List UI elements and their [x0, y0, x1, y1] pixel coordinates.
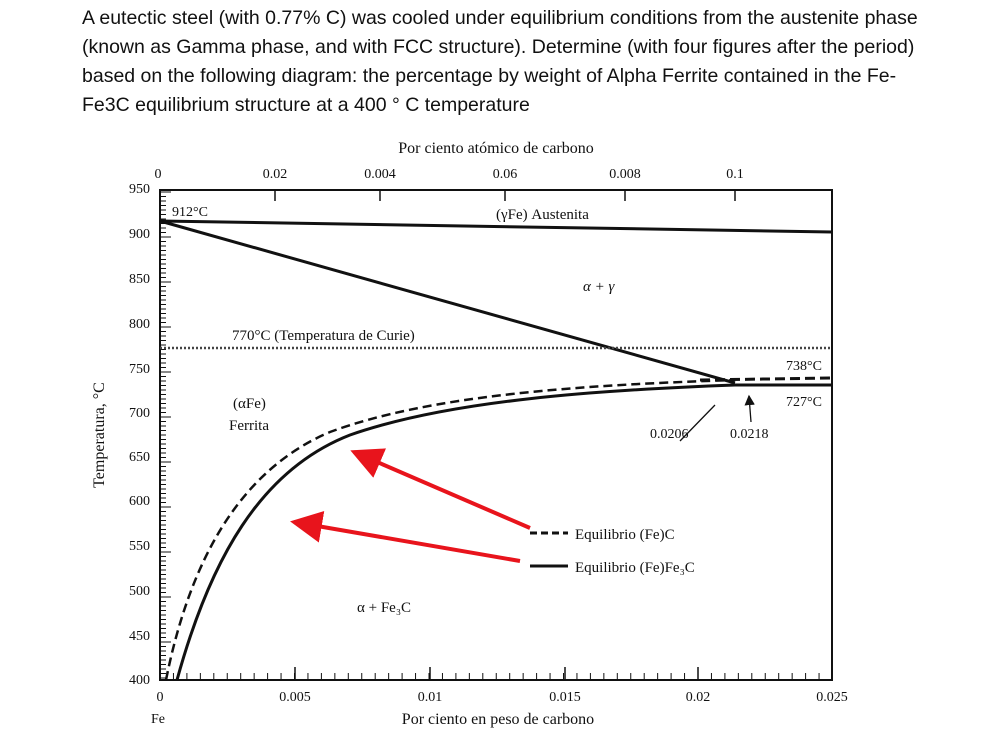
- y-tick-label: 850: [129, 272, 150, 287]
- question-line-3: based on the following diagram: the perc…: [82, 65, 897, 87]
- question-line-2: (known as Gamma phase, and with FCC stru…: [82, 36, 915, 58]
- bottom-tick-label: 0.02: [686, 690, 711, 705]
- y-tick-label: 600: [129, 494, 150, 509]
- legend-dashed-label: Equilibrio (Fe)C: [575, 527, 675, 543]
- top-axis-title: Por ciento atómico de carbono: [398, 140, 594, 157]
- solvus-dashed-curve: [164, 378, 736, 681]
- label-912: 912°C: [172, 205, 208, 220]
- question-line-1: A eutectic steel (with 0.77% C) was cool…: [82, 7, 918, 29]
- y-tick-label: 450: [129, 629, 150, 644]
- bottom-sublabel-fe: Fe: [151, 712, 165, 727]
- label-738: 738°C: [786, 359, 822, 374]
- top-tick-label: 0.06: [493, 167, 518, 182]
- bottom-tick-label: 0: [157, 690, 164, 705]
- austenite-boundary-line: [159, 219, 833, 234]
- bottom-tick-label: 0.015: [549, 690, 581, 705]
- label-alpha-fe3c: α + Fe₃C: [357, 600, 411, 616]
- question-text: A eutectic steel (with 0.77% C) was cool…: [82, 4, 982, 120]
- top-tick-label: 0.1: [726, 167, 744, 182]
- label-0206: 0.0206: [650, 427, 689, 442]
- a3-boundary-line: [159, 219, 736, 385]
- top-tick-label: 0.008: [609, 167, 641, 182]
- left-axis-minor-ticks: [160, 191, 171, 679]
- bottom-axis-minor-ticks: [159, 673, 820, 680]
- y-tick-label: 400: [129, 673, 150, 688]
- label-alpha-gamma: α + γ: [583, 279, 615, 295]
- bottom-tick-label: 0.025: [816, 690, 848, 705]
- label-curie: 770°C (Temperatura de Curie): [232, 328, 415, 344]
- y-tick-label: 900: [129, 227, 150, 242]
- y-tick-label: 500: [129, 584, 150, 599]
- bottom-axis-title: Por ciento en peso de carbono: [402, 711, 594, 728]
- y-tick-label: 800: [129, 317, 150, 332]
- legend-solid-label: Equilibrio (Fe)Fe₃C: [575, 560, 695, 576]
- label-ferrita: Ferrita: [229, 418, 269, 434]
- solvus-solid-curve: [175, 383, 736, 681]
- top-tick-label: 0.004: [364, 167, 396, 182]
- label-0218: 0.0218: [730, 427, 769, 442]
- red-arrow-solid: [290, 510, 521, 563]
- label-727: 727°C: [786, 395, 822, 410]
- bottom-axis-major-ticks: [294, 667, 699, 680]
- pointer-0206: [679, 404, 716, 442]
- question-line-4: Fe3C equilibrium structure at a 400 ° C …: [82, 94, 530, 116]
- label-alpha-fe: (αFe): [233, 396, 266, 412]
- bottom-tick-label: 0.01: [418, 690, 443, 705]
- y-axis-title: Temperatura, °C: [91, 382, 108, 488]
- bottom-tick-label: 0.005: [279, 690, 311, 705]
- red-arrow-dashed: [350, 448, 531, 530]
- top-tick-label: 0: [155, 167, 162, 182]
- y-tick-label: 650: [129, 450, 150, 465]
- y-tick-label: 700: [129, 406, 150, 421]
- y-tick-label: 550: [129, 539, 150, 554]
- pointer-0218: [744, 394, 755, 423]
- y-tick-label: 750: [129, 362, 150, 377]
- y-tick-label: 950: [129, 182, 150, 197]
- label-austenite: (γFe) Austenita: [496, 207, 589, 223]
- top-axis-ticks: [274, 190, 736, 201]
- top-tick-label: 0.02: [263, 167, 288, 182]
